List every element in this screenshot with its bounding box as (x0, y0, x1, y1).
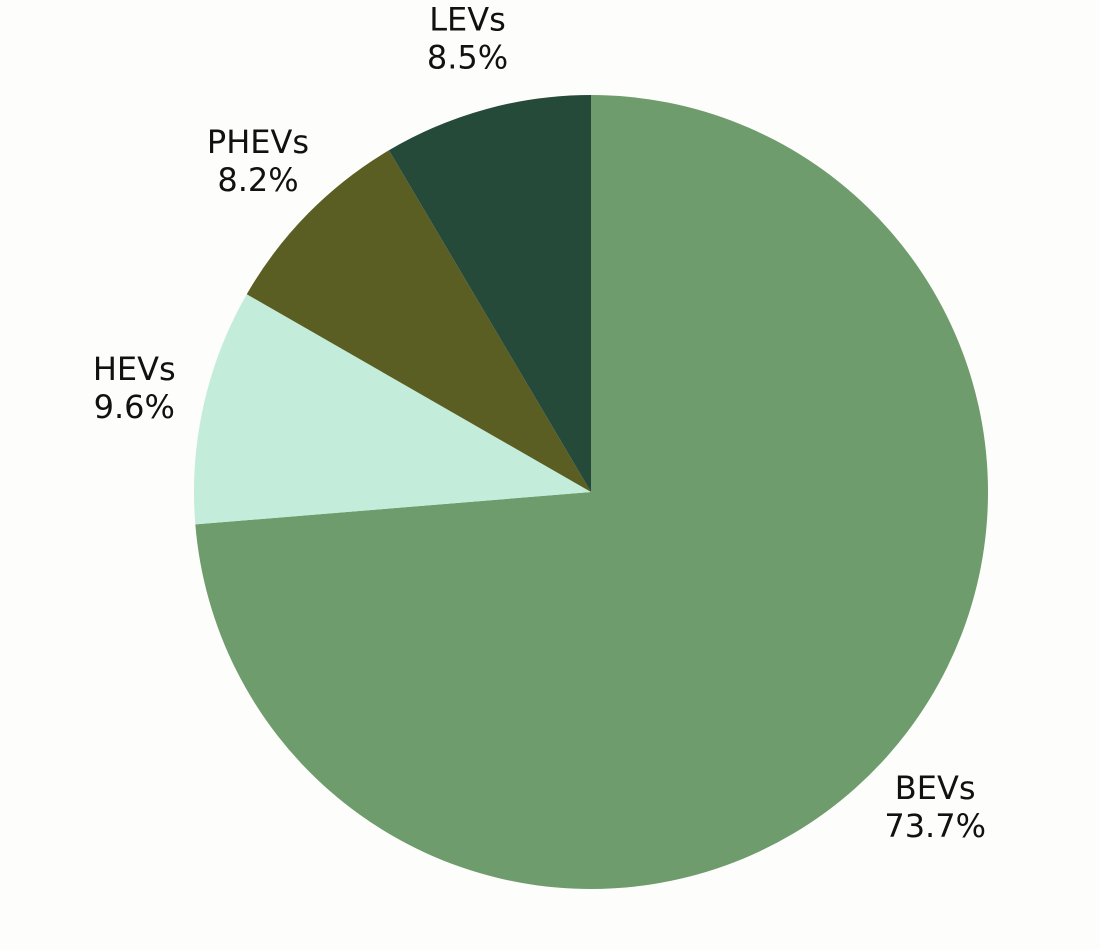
slice-label: BEVs (895, 769, 976, 807)
slice-label: PHEVs (207, 123, 309, 161)
pie-slice (195, 95, 989, 889)
slice-value-label: 8.2% (217, 161, 298, 199)
slice-label: HEVs (93, 350, 176, 388)
pie-slice (388, 95, 591, 492)
pie-slice (246, 150, 591, 493)
pie-slice (194, 294, 592, 525)
slice-value-label: 73.7% (884, 807, 986, 845)
slice-value-label: 9.6% (94, 388, 175, 426)
slice-value-label: 8.5% (427, 39, 508, 77)
slice-label: LEVs (429, 1, 506, 39)
